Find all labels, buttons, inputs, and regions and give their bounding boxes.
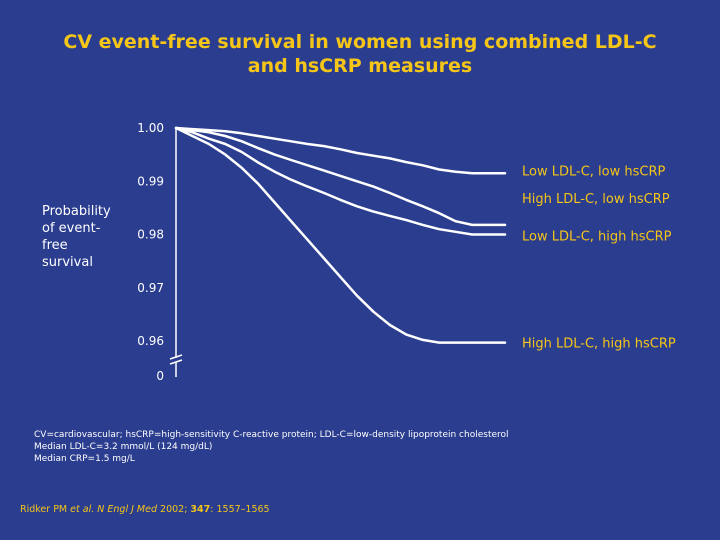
- y-axis-label-line-2: of event-: [42, 221, 101, 236]
- footnote-median-ldl: Median LDL-C=3.2 mmol/L (124 mg/dL): [34, 442, 213, 452]
- y-axis-label-line-4: survival: [42, 255, 93, 270]
- footnotes: CV=cardiovascular; hsCRP=high-sensitivit…: [34, 429, 509, 465]
- citation-authors: Ridker PM: [20, 504, 71, 515]
- y-tick-label-1: 0.99: [137, 174, 164, 188]
- citation-year: 2002;: [157, 504, 191, 515]
- series-label-low-ldl-high-hscrp: Low LDL-C, high hsCRP: [522, 230, 672, 245]
- y-axis-label-line-3: free: [42, 238, 68, 253]
- footnote-abbreviations: CV=cardiovascular; hsCRP=high-sensitivit…: [34, 430, 509, 440]
- citation-volume: 347: [190, 504, 211, 515]
- series-label-low-ldl-low-hscrp: Low LDL-C, low hsCRP: [522, 164, 665, 179]
- y-tick-label-3: 0.97: [137, 281, 164, 295]
- y-axis-label-line-1: Probability: [42, 204, 111, 219]
- citation-journal: N Engl J Med: [97, 504, 157, 515]
- citation-pages: : 1557–1565: [210, 504, 270, 515]
- series-line-high-ldl-low-hscrp: [174, 126, 507, 227]
- footnote-median-crp: Median CRP=1.5 mg/L: [34, 454, 135, 464]
- y-tick-label-2: 0.98: [137, 228, 164, 242]
- series-label-high-ldl-high-hscrp: High LDL-C, high hsCRP: [522, 337, 676, 352]
- y-tick-label-4: 0.96: [137, 334, 164, 348]
- y-tick-label-0: 1.00: [137, 121, 164, 135]
- y-axis-label: Probability of event- free survival: [42, 203, 137, 271]
- series-line-low-ldl-low-hscrp: [174, 126, 507, 175]
- citation: Ridker PM et al. N Engl J Med 2002; 347:…: [20, 504, 270, 515]
- series-line-high-ldl-high-hscrp: [174, 126, 507, 344]
- axis-break-mark: [169, 354, 183, 360]
- chart-title: CV event-free survival in women using co…: [0, 30, 720, 78]
- citation-etal: et al.: [70, 504, 95, 515]
- y-tick-label-zero: 0: [156, 369, 164, 383]
- series-label-high-ldl-low-hscrp: High LDL-C, low hsCRP: [522, 192, 670, 207]
- chart-title-line-1: CV event-free survival in women using co…: [63, 31, 657, 53]
- series-line-low-ldl-high-hscrp: [174, 126, 507, 236]
- chart-title-line-2: and hsCRP measures: [247, 55, 473, 77]
